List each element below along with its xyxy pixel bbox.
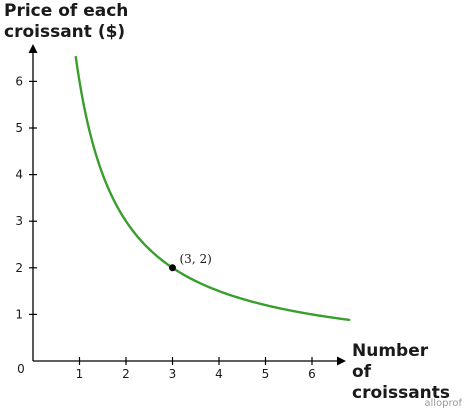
annotation-label: (3, 2) [180,252,212,266]
ticks: 1 2 3 4 5 6 1 2 3 4 5 6 [15,74,315,381]
x-tick-label: 4 [215,367,223,381]
y-tick-label: 2 [15,261,23,275]
x-tick-label: 6 [308,367,316,381]
y-axis-title: Price of each croissant ($) [4,1,128,43]
origin-label: 0 [17,362,25,376]
y-axis-arrow [28,44,38,53]
x-tick-label: 5 [262,367,270,381]
y-tick-label: 3 [15,214,23,228]
x-axis-title: Number of croissants [352,341,474,404]
watermark: alloprof [424,398,462,409]
y-tick-label: 5 [15,121,23,135]
annotation-point [169,264,176,272]
y-tick-label: 4 [15,168,23,182]
x-axis-title-line-1: Number [352,341,429,361]
x-tick-label: 3 [169,367,177,381]
y-tick-label: 1 [15,307,23,321]
axes [28,44,346,366]
x-tick-label: 1 [76,367,84,381]
y-axis-title-line-1: Price of each [4,1,129,21]
y-tick-label: 6 [15,74,23,88]
series-curve [74,55,351,322]
y-axis-title-line-2: croissant ($) [4,22,126,42]
x-tick-label: 2 [122,367,130,381]
x-axis-title-line-2: of croissants [352,362,451,403]
x-axis-arrow [337,356,346,366]
